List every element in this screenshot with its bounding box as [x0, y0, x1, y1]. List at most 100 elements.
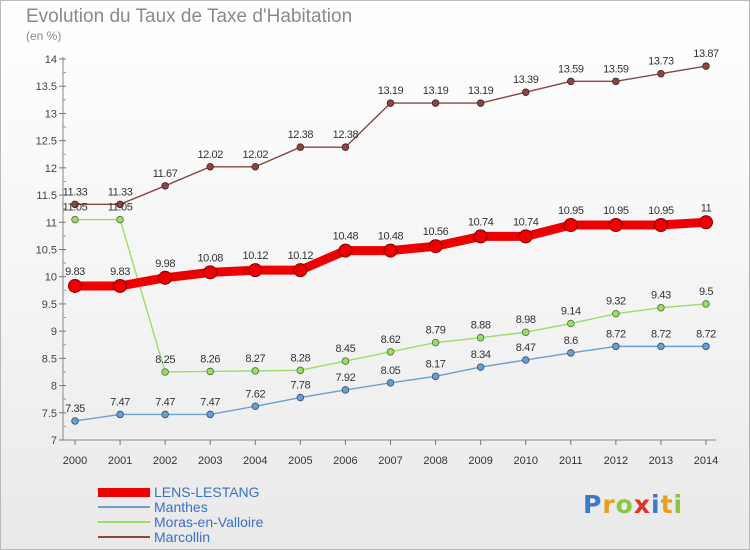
- x-tick-label: 2004: [243, 455, 267, 467]
- data-point: [428, 239, 443, 254]
- axes: 7 7.5 8 8.5 9 9.5 10 10.5 11 11.5 12 12.5 13 13.5 14 20…: [36, 54, 719, 467]
- line-chart: 7 7.5 8 8.5 9 9.5 10 10.5 11 11.5 12 12.5 13 13.5 14 20…: [36, 48, 720, 467]
- data-label: 12.02: [243, 149, 269, 161]
- data-point: [431, 99, 440, 107]
- legend-item: LENS-LESTANG: [98, 484, 398, 500]
- data-label: 10.12: [288, 250, 314, 262]
- data-point: [567, 349, 575, 357]
- series-manthes: [71, 342, 710, 425]
- data-label: 8.17: [426, 358, 446, 370]
- data-point: [206, 410, 214, 419]
- logo-letter: i: [651, 490, 661, 519]
- data-label: 7.92: [336, 372, 356, 384]
- legend-item: Manthes: [98, 499, 398, 515]
- data-point: [116, 200, 124, 209]
- data-point: [203, 265, 218, 280]
- y-tick-label: 9: [51, 326, 57, 338]
- data-point: [248, 263, 263, 278]
- y-tick-label: 11: [46, 217, 57, 229]
- data-point: [251, 367, 260, 375]
- data-label: 8.72: [696, 328, 716, 340]
- data-label: 8.98: [516, 314, 536, 326]
- data-label: 13.19: [423, 85, 449, 97]
- data-label: 9.83: [65, 266, 85, 278]
- legend-swatch: [98, 521, 150, 523]
- x-tick-label: 2001: [108, 455, 132, 467]
- data-point: [206, 367, 214, 376]
- data-point: [567, 319, 575, 328]
- x-tick-label: 2010: [513, 455, 537, 467]
- data-label: 13.73: [648, 56, 674, 68]
- y-tick-label: 14: [45, 54, 57, 66]
- data-label: 7.78: [290, 380, 310, 392]
- data-label: 8.34: [471, 349, 491, 361]
- data-label: 10.95: [648, 205, 674, 217]
- data-point: [521, 356, 530, 364]
- data-point: [296, 366, 305, 375]
- data-point: [476, 99, 485, 107]
- data-labels: 7.35 7.47 7.47 7.47 7.62 7.78 7.92 8.05 8.17 8.34…: [65, 328, 716, 415]
- y-tick-label: 13: [45, 108, 57, 120]
- data-label: 13.87: [693, 48, 719, 60]
- data-label: 8.88: [471, 320, 491, 332]
- y-tick-label: 10: [45, 272, 57, 284]
- data-label: 8.45: [336, 343, 356, 355]
- data-point: [521, 88, 530, 96]
- x-tick-label: 2006: [333, 455, 357, 467]
- data-label: 7.47: [155, 396, 175, 408]
- data-point: [473, 229, 488, 244]
- data-label: 10.56: [423, 226, 449, 238]
- data-label: 13.39: [513, 74, 539, 86]
- data-label: 9.5: [699, 286, 713, 298]
- y-tick-label: 12: [45, 163, 57, 175]
- data-label: 9.43: [651, 290, 671, 302]
- data-point: [521, 328, 530, 336]
- series-moras-en-valloire: [71, 215, 710, 376]
- data-label: 11.05: [108, 202, 133, 214]
- data-point: [431, 372, 440, 381]
- data-point: [158, 270, 173, 285]
- data-label: 8.05: [381, 365, 401, 377]
- data-point: [206, 163, 214, 171]
- data-label: 12.02: [197, 149, 223, 161]
- data-point: [71, 215, 79, 224]
- logo-letter: P: [583, 490, 603, 519]
- data-point: [518, 229, 533, 244]
- x-tick-label: 2002: [153, 455, 177, 467]
- data-label: 7.47: [110, 396, 130, 408]
- logo-letter: x: [633, 490, 651, 519]
- proxiti-logo: Proxiti: [583, 490, 683, 519]
- y-axis-unit: (en %): [26, 29, 62, 43]
- logo-letter: t: [660, 490, 674, 519]
- data-label: 11.05: [63, 202, 88, 214]
- data-label: 9.98: [155, 258, 175, 270]
- data-point: [341, 143, 350, 151]
- data-point: [563, 218, 578, 233]
- data-point: [161, 368, 169, 376]
- legend-swatch: [98, 536, 150, 538]
- x-tick-label: 2000: [63, 455, 87, 467]
- data-point: [702, 300, 710, 308]
- x-tick-label: 2014: [694, 455, 718, 467]
- data-point: [657, 69, 665, 78]
- x-tick-label: 2012: [604, 455, 628, 467]
- data-point: [476, 363, 485, 371]
- data-point: [341, 357, 350, 365]
- data-label: 11.33: [63, 186, 88, 198]
- data-point: [251, 402, 260, 411]
- data-point: [71, 200, 79, 209]
- legend-swatch: [98, 487, 150, 497]
- data-label: 13.19: [468, 85, 494, 97]
- legend-item: Moras-en-Valloire: [98, 514, 398, 530]
- data-label: 8.72: [651, 328, 671, 340]
- data-label: 10.95: [558, 205, 584, 217]
- y-tick-label: 12.5: [36, 136, 57, 148]
- x-tick-label: 2007: [378, 455, 402, 467]
- data-label: 10.48: [333, 231, 359, 243]
- data-point: [608, 218, 623, 233]
- data-point: [386, 379, 395, 387]
- x-tick-label: 2005: [288, 455, 312, 467]
- data-label: 12.38: [288, 129, 314, 141]
- data-point: [296, 393, 305, 402]
